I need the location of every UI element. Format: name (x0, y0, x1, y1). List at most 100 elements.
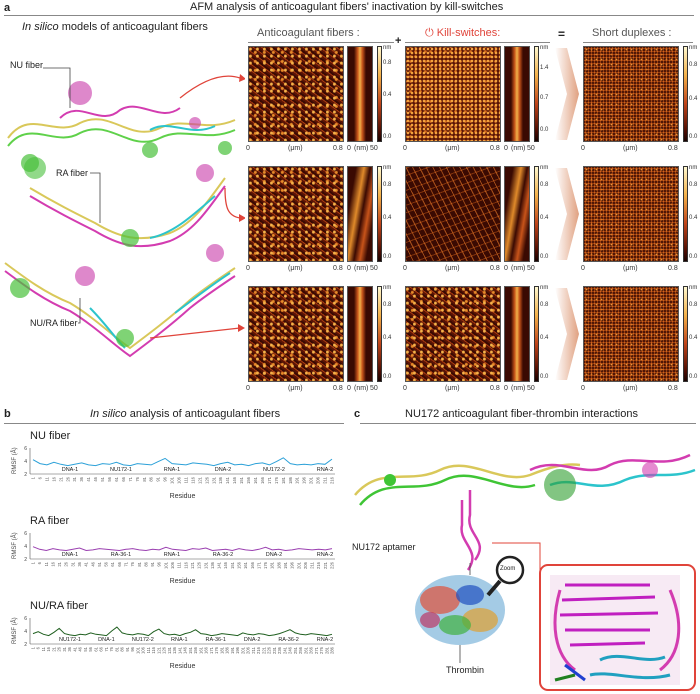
axis-end-nm: 50 (527, 265, 535, 272)
x-tick-label: 36 (77, 561, 82, 566)
x-tick-label: 211 (310, 561, 315, 568)
x-tick-label: 61 (110, 561, 115, 566)
segment-label: RNA-1 (164, 467, 181, 473)
segment-label: RNA-1 (164, 552, 181, 558)
x-tick-label: 206 (303, 561, 308, 569)
x-tick-label: 136 (172, 646, 177, 654)
y-tick-label: 6 (24, 446, 27, 452)
cb-label: 0.0 (383, 374, 392, 380)
colorbar-r3-fibers (377, 286, 382, 382)
cb-label: 0.0 (689, 134, 698, 140)
x-tick-label: 26 (64, 561, 69, 566)
x-tick-label: 111 (183, 476, 188, 483)
x-tick-label: 66 (99, 646, 104, 651)
axis-unit-nm: (nm) (511, 385, 526, 392)
axis-end-um: 0.8 (668, 265, 678, 272)
col-underline-short (583, 42, 693, 43)
nu-fiber-label: NU fiber (10, 60, 44, 70)
cb-label: 0.4 (689, 215, 698, 221)
x-tick-label: 71 (124, 561, 129, 566)
x-tick-label: 281 (324, 646, 329, 654)
y-axis-label: RMSF (Å) (11, 617, 18, 644)
x-tick-label: 6 (37, 561, 42, 564)
x-tick-label: 96 (130, 646, 135, 651)
nura-fiber-model (4, 244, 236, 358)
x-tick-label: 76 (109, 646, 114, 651)
x-tick-label: 216 (330, 476, 335, 484)
axis-end-um: 0.8 (668, 385, 678, 392)
axis-zero-nm: 0 (504, 265, 508, 272)
axis-zero: 0 (246, 145, 250, 152)
fiber-models-illustration (4, 67, 245, 358)
x-tick-label: 121 (197, 476, 202, 484)
y-axis-label: RMSF (Å) (11, 447, 18, 474)
x-tick-label: 146 (232, 476, 237, 484)
x-tick-label: 176 (274, 476, 279, 484)
x-tick-label: 31 (70, 561, 75, 566)
axis-unit-um: (μm) (623, 265, 638, 272)
rmsf-series-line (32, 626, 333, 637)
x-tick-label: 181 (270, 561, 275, 569)
x-tick-label: 181 (219, 646, 224, 654)
y-tick-label: 4 (24, 629, 27, 635)
thrombin-blob (415, 575, 505, 645)
x-tick-label: 61 (114, 476, 119, 481)
x-tick-label: 161 (243, 561, 248, 569)
axis-end-nm: 50 (370, 265, 378, 272)
axis-unit-nm: (nm) (511, 145, 526, 152)
axis-zero: 0 (246, 385, 250, 392)
panel-c-letter: c (354, 408, 361, 420)
segment-label: NU172-1 (59, 637, 81, 643)
y-tick-label: 6 (24, 616, 27, 622)
x-tick-label: 166 (204, 646, 209, 654)
models-title: In silico models of anticoagulant fibers (22, 21, 208, 33)
x-tick-label: 251 (293, 646, 298, 654)
axis-zero: 0 (581, 145, 585, 152)
x-tick-label: 116 (190, 476, 195, 483)
afm-image-ks-ra (405, 166, 501, 262)
x-tick-label: 106 (141, 646, 146, 654)
x-tick-label: 151 (239, 476, 244, 484)
cb-label: 0.0 (689, 254, 698, 260)
axis-unit-nm: (nm) (354, 265, 369, 272)
x-tick-label: 156 (246, 476, 251, 484)
afm-image-short-nu (583, 46, 679, 142)
cb-label: 0.0 (540, 254, 549, 260)
x-tick-label: 191 (230, 646, 235, 654)
segment-label: RA-36-1 (111, 552, 131, 558)
x-tick-label: 101 (163, 561, 168, 569)
x-tick-label: 6 (37, 476, 42, 479)
x-tick-label: 46 (90, 561, 95, 566)
x-tick-label: 226 (330, 561, 335, 569)
x-tick-label: 46 (93, 476, 98, 481)
cb-label: 0.8 (540, 302, 549, 308)
colorbar-r2-short (683, 166, 688, 262)
segment-label: RA-36-1 (205, 637, 225, 643)
y-tick-label: 6 (24, 531, 27, 537)
col-underline-fibers (248, 42, 394, 43)
axis-zero: 0 (581, 385, 585, 392)
axis-end-um: 0.8 (490, 145, 500, 152)
x-axis-label: Residue (170, 663, 196, 670)
x-tick-label: 126 (204, 476, 209, 484)
x-tick-label: 101 (135, 646, 140, 654)
x-tick-label: 71 (128, 476, 133, 481)
ra-fiber-model (24, 157, 226, 248)
x-tick-label: 286 (330, 646, 335, 654)
segment-label: DNA-2 (266, 552, 283, 558)
cb-label: 0.0 (383, 134, 392, 140)
cb-label: nm (540, 285, 549, 291)
x-tick-label: 171 (209, 646, 214, 654)
x-tick-label: 171 (267, 476, 272, 484)
cb-label: nm (383, 285, 392, 291)
axis-zero-nm: 0 (347, 265, 351, 272)
equals-sign: = (558, 27, 566, 41)
x-tick-label: 31 (62, 646, 67, 651)
x-tick-label: 186 (225, 646, 230, 654)
x-tick-label: 86 (143, 561, 148, 566)
x-tick-label: 121 (190, 561, 195, 569)
axis-end-um: 0.8 (490, 265, 500, 272)
x-tick-label: 131 (167, 646, 172, 654)
cb-label: nm (383, 165, 392, 171)
x-tick-label: 26 (57, 646, 62, 651)
